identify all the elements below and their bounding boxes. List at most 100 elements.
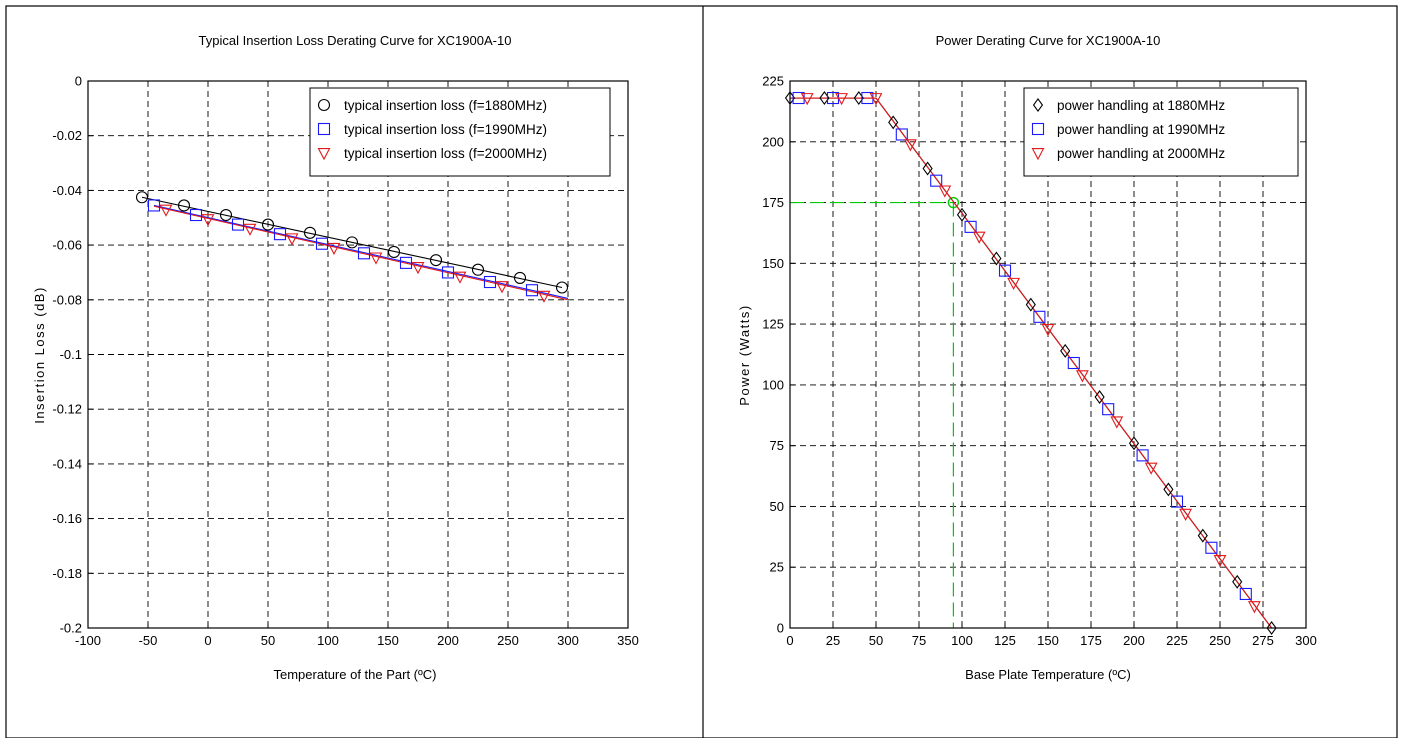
data-point	[1041, 324, 1055, 337]
data-point	[513, 271, 527, 284]
data-point	[800, 93, 814, 106]
legend-box	[1023, 87, 1299, 177]
x-tick-label: 50	[869, 633, 883, 648]
y-tick-label: 175	[762, 195, 784, 210]
x-tick-label: 200	[1123, 633, 1145, 648]
data-point	[1102, 403, 1115, 416]
fit-line	[790, 97, 1273, 629]
x-tick-label: 100	[951, 633, 973, 648]
data-point	[922, 161, 933, 176]
data-point	[1170, 495, 1184, 508]
data-point	[1163, 482, 1174, 497]
fit-line	[153, 204, 569, 299]
y-tick-label: 100	[762, 377, 784, 392]
x-tick-label: 200	[437, 633, 459, 648]
data-point	[1266, 621, 1277, 635]
data-point	[243, 223, 257, 236]
data-point	[429, 254, 443, 267]
fit-line	[790, 97, 1273, 629]
data-point	[1213, 554, 1227, 568]
data-point	[1205, 541, 1218, 554]
y-axis-label: Insertion Loss (dB)	[32, 286, 47, 424]
legend-marker	[317, 122, 331, 136]
data-point	[327, 242, 341, 256]
legend-label: typical insertion loss (f=2000MHz)	[344, 146, 547, 161]
x-tick-label: 150	[1037, 633, 1059, 648]
x-tick-label: 300	[557, 633, 579, 648]
data-point	[285, 233, 299, 246]
data-point	[273, 228, 287, 241]
data-point	[1144, 462, 1158, 475]
legend-label: typical insertion loss (f=1990MHz)	[344, 122, 547, 137]
data-point	[938, 185, 952, 198]
x-tick-label: 100	[317, 633, 339, 648]
legend-marker	[317, 148, 331, 161]
data-point	[219, 208, 233, 222]
data-point	[1067, 356, 1080, 370]
legend-marker	[1032, 98, 1044, 112]
data-point	[1232, 574, 1243, 589]
legend-marker	[1031, 122, 1045, 136]
legend-label: power handling at 1990MHz	[1057, 122, 1225, 137]
data-point	[483, 275, 497, 289]
data-point	[1075, 370, 1089, 383]
y-tick-label: 25	[770, 560, 784, 575]
x-tick-label: 250	[497, 633, 519, 648]
data-point	[895, 128, 908, 141]
insertion-loss-chart: Typical Insertion Loss Derating Curve fo…	[32, 33, 639, 682]
data-point	[1128, 436, 1140, 451]
y-tick-label: -0.12	[52, 402, 82, 417]
x-tick-label: 0	[204, 633, 211, 648]
data-point	[453, 271, 467, 284]
y-tick-label: 0	[75, 74, 82, 89]
data-point	[972, 231, 986, 244]
legend-marker	[1031, 148, 1045, 161]
y-tick-label: 125	[762, 317, 784, 332]
x-tick-label: 50	[261, 633, 275, 648]
x-tick-label: -100	[75, 633, 101, 648]
legend-marker	[317, 98, 331, 112]
y-axis-label: Power (Watts)	[737, 304, 752, 405]
power-derating-chart: Power Derating Curve for XC1900A-10 Base…	[737, 33, 1317, 682]
x-tick-label: 175	[1080, 633, 1102, 648]
data-point	[399, 256, 413, 269]
x-tick-label: 225	[1166, 633, 1188, 648]
data-point	[1239, 587, 1252, 601]
x-tick-label: 25	[826, 633, 840, 648]
x-axis-label: Temperature of the Part (ºC)	[274, 667, 437, 682]
guide-point	[947, 196, 960, 209]
data-point	[835, 93, 849, 106]
data-point	[1025, 297, 1036, 312]
data-point	[315, 237, 329, 250]
x-tick-label: 350	[617, 633, 639, 648]
y-tick-label: -0.06	[52, 238, 82, 253]
data-point	[387, 245, 401, 258]
data-point	[956, 207, 968, 222]
chart-title: Power Derating Curve for XC1900A-10	[936, 33, 1161, 48]
data-point	[998, 264, 1012, 277]
data-point	[903, 139, 917, 152]
data-point	[1247, 601, 1261, 614]
data-point	[525, 284, 539, 297]
y-tick-label: -0.1	[60, 347, 82, 362]
data-point	[537, 290, 551, 303]
x-tick-label: 250	[1209, 633, 1231, 648]
x-axis-label: Base Plate Temperature (ºC)	[965, 667, 1131, 682]
data-point	[261, 218, 275, 231]
data-point	[177, 199, 191, 212]
data-point	[231, 218, 245, 231]
x-tick-label: -50	[139, 633, 158, 648]
data-point	[201, 214, 215, 227]
data-point	[1179, 508, 1193, 521]
data-point	[1110, 416, 1124, 429]
data-point	[159, 204, 173, 217]
y-tick-label: 50	[770, 499, 784, 514]
data-point	[411, 262, 425, 275]
data-point	[357, 247, 371, 260]
y-tick-label: 0	[777, 621, 784, 636]
y-tick-label: -0.18	[52, 566, 82, 581]
legend-label: power handling at 1880MHz	[1057, 98, 1225, 113]
data-point	[1033, 310, 1046, 323]
